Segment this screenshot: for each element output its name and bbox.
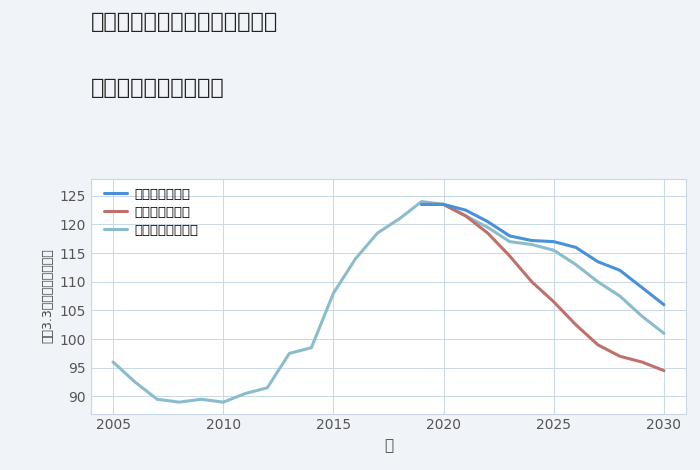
X-axis label: 年: 年 <box>384 438 393 453</box>
ノーマルシナリオ <box>329 290 337 296</box>
ノーマルシナリオ <box>440 202 448 207</box>
グッドシナリオ <box>505 233 514 239</box>
バッドシナリオ <box>594 342 602 348</box>
グッドシナリオ <box>660 302 668 307</box>
ノーマルシナリオ <box>594 279 602 285</box>
ノーマルシナリオ <box>351 256 360 262</box>
ノーマルシナリオ <box>108 359 117 365</box>
グッドシナリオ <box>594 259 602 265</box>
Text: 愛知県名古屋市昭和区広瀬町の: 愛知県名古屋市昭和区広瀬町の <box>91 12 279 32</box>
ノーマルシナリオ <box>484 225 492 230</box>
Line: バッドシナリオ: バッドシナリオ <box>421 204 664 371</box>
ノーマルシナリオ <box>638 313 646 319</box>
グッドシナリオ <box>550 239 558 244</box>
ノーマルシナリオ <box>373 230 382 236</box>
バッドシナリオ <box>616 353 624 359</box>
グッドシナリオ <box>572 244 580 250</box>
Legend: グッドシナリオ, バッドシナリオ, ノーマルシナリオ: グッドシナリオ, バッドシナリオ, ノーマルシナリオ <box>104 188 198 237</box>
ノーマルシナリオ <box>153 397 161 402</box>
ノーマルシナリオ <box>219 400 228 405</box>
Line: グッドシナリオ: グッドシナリオ <box>421 204 664 305</box>
Y-axis label: 坪（3.3㎡）単価（万円）: 坪（3.3㎡）単価（万円） <box>41 249 54 344</box>
バッドシナリオ <box>461 213 470 219</box>
ノーマルシナリオ <box>395 216 404 221</box>
ノーマルシナリオ <box>175 400 183 405</box>
グッドシナリオ <box>638 285 646 290</box>
グッドシナリオ <box>616 267 624 273</box>
バッドシナリオ <box>550 299 558 305</box>
ノーマルシナリオ <box>528 242 536 247</box>
ノーマルシナリオ <box>197 397 205 402</box>
ノーマルシナリオ <box>285 351 293 356</box>
ノーマルシナリオ <box>505 239 514 244</box>
バッドシナリオ <box>484 230 492 236</box>
グッドシナリオ <box>528 238 536 243</box>
ノーマルシナリオ <box>461 213 470 219</box>
グッドシナリオ <box>484 219 492 224</box>
バッドシナリオ <box>417 202 426 207</box>
バッドシナリオ <box>638 359 646 365</box>
Line: ノーマルシナリオ: ノーマルシナリオ <box>113 202 664 402</box>
バッドシナリオ <box>572 322 580 328</box>
バッドシナリオ <box>660 368 668 374</box>
バッドシナリオ <box>505 253 514 259</box>
ノーマルシナリオ <box>616 293 624 299</box>
グッドシナリオ <box>417 202 426 207</box>
ノーマルシナリオ <box>131 379 139 385</box>
Text: 中古戸建ての価格推移: 中古戸建ての価格推移 <box>91 78 225 98</box>
バッドシナリオ <box>528 279 536 285</box>
ノーマルシナリオ <box>307 345 316 351</box>
ノーマルシナリオ <box>572 262 580 267</box>
グッドシナリオ <box>461 207 470 213</box>
ノーマルシナリオ <box>417 199 426 204</box>
ノーマルシナリオ <box>263 385 272 391</box>
ノーマルシナリオ <box>241 391 249 396</box>
バッドシナリオ <box>440 202 448 207</box>
ノーマルシナリオ <box>660 330 668 336</box>
ノーマルシナリオ <box>550 247 558 253</box>
グッドシナリオ <box>440 202 448 207</box>
